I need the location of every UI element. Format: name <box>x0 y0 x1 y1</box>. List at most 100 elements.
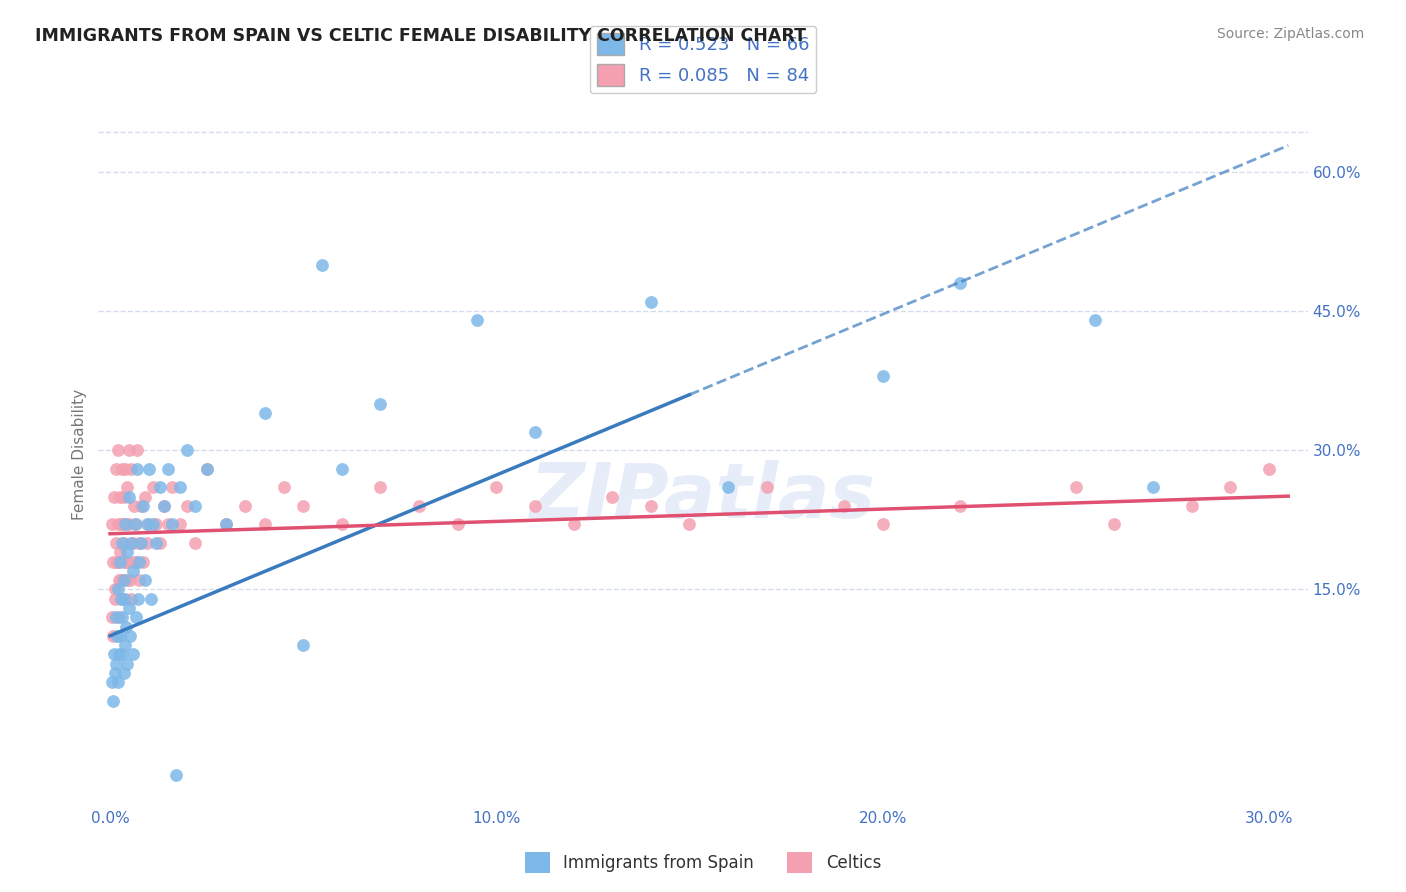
Point <box>115 619 138 633</box>
Point <box>110 462 132 476</box>
Point <box>107 648 129 662</box>
Point <box>101 517 124 532</box>
Point <box>485 480 508 494</box>
Point <box>165 768 187 782</box>
Point <box>949 277 972 291</box>
Point <box>103 629 125 643</box>
Point <box>273 480 295 494</box>
Point <box>118 517 141 532</box>
Point <box>110 573 132 587</box>
Point <box>128 536 150 550</box>
Point <box>311 258 333 272</box>
Point <box>104 665 127 680</box>
Point <box>101 675 124 690</box>
Point <box>523 499 546 513</box>
Point <box>114 591 136 606</box>
Text: Source: ZipAtlas.com: Source: ZipAtlas.com <box>1216 27 1364 41</box>
Point <box>640 499 662 513</box>
Point <box>134 573 156 587</box>
Point <box>105 629 128 643</box>
Point <box>124 555 146 569</box>
Point <box>108 610 131 624</box>
Point <box>169 517 191 532</box>
Point <box>184 499 207 513</box>
Point <box>292 499 315 513</box>
Point <box>1219 480 1241 494</box>
Point <box>105 555 128 569</box>
Point <box>114 555 136 569</box>
Point <box>447 517 470 532</box>
Point <box>523 425 546 439</box>
Point <box>112 536 135 550</box>
Point <box>135 517 157 532</box>
Point <box>103 490 125 504</box>
Point <box>132 555 155 569</box>
Point <box>215 517 238 532</box>
Point <box>755 480 778 494</box>
Point <box>120 629 142 643</box>
Point <box>120 573 142 587</box>
Point <box>156 517 179 532</box>
Point <box>122 648 145 662</box>
Point <box>125 610 148 624</box>
Point <box>1142 480 1164 494</box>
Point <box>108 629 131 643</box>
Point <box>128 555 150 569</box>
Point <box>129 499 152 513</box>
Point <box>101 610 124 624</box>
Point <box>105 555 128 569</box>
Point <box>125 462 148 476</box>
Point <box>115 517 138 532</box>
Point <box>169 480 191 494</box>
Point <box>122 564 145 578</box>
Point <box>118 443 141 458</box>
Point <box>120 462 142 476</box>
Point <box>114 517 136 532</box>
Point <box>110 573 132 587</box>
Point <box>176 443 198 458</box>
Point <box>107 573 129 587</box>
Point <box>117 657 139 671</box>
Legend: R = 0.523   N = 66, R = 0.085   N = 84: R = 0.523 N = 66, R = 0.085 N = 84 <box>589 26 817 93</box>
Point <box>104 657 127 671</box>
Point <box>562 517 585 532</box>
Point <box>108 555 131 569</box>
Point <box>141 480 163 494</box>
Point <box>103 648 125 662</box>
Point <box>110 610 132 624</box>
Point <box>292 638 315 652</box>
Point <box>120 591 142 606</box>
Point <box>640 294 662 309</box>
Point <box>129 536 152 550</box>
Point <box>112 591 135 606</box>
Point <box>1064 480 1087 494</box>
Point <box>149 480 172 494</box>
Point <box>253 517 276 532</box>
Point <box>153 499 176 513</box>
Point <box>112 490 135 504</box>
Point <box>128 573 150 587</box>
Point <box>1084 313 1107 327</box>
Point <box>118 601 141 615</box>
Point <box>465 313 488 327</box>
Point <box>1181 499 1204 513</box>
Point <box>127 591 149 606</box>
Point <box>111 517 134 532</box>
Point <box>872 517 894 532</box>
Point <box>117 555 139 569</box>
Point <box>110 536 132 550</box>
Point <box>110 517 132 532</box>
Point <box>104 582 127 597</box>
Point <box>124 555 146 569</box>
Point <box>124 517 146 532</box>
Text: ZIPatlas: ZIPatlas <box>530 459 876 533</box>
Point <box>184 536 207 550</box>
Point <box>117 480 139 494</box>
Point <box>370 480 392 494</box>
Point <box>139 591 162 606</box>
Legend: Immigrants from Spain, Celtics: Immigrants from Spain, Celtics <box>519 846 887 880</box>
Point <box>112 665 135 680</box>
Point <box>107 675 129 690</box>
Point <box>176 499 198 513</box>
Point <box>104 462 127 476</box>
